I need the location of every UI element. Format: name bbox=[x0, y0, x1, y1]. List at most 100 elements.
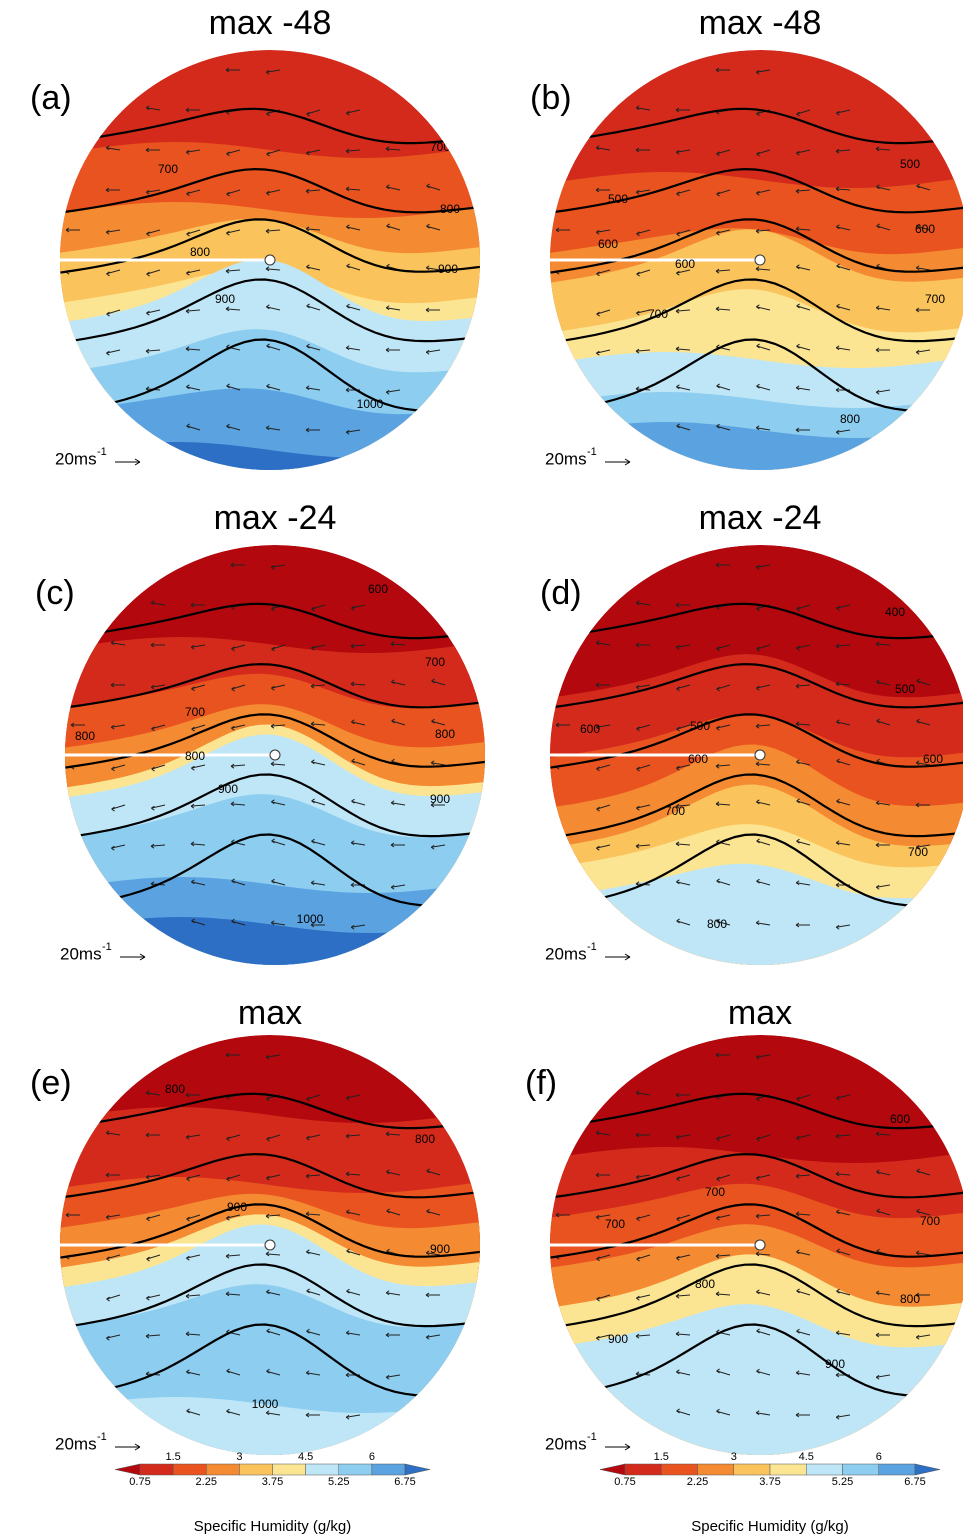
arrow-head bbox=[345, 429, 350, 435]
arrow-head bbox=[346, 110, 350, 116]
wind-arrow bbox=[226, 1254, 241, 1257]
arrow-head bbox=[186, 1408, 190, 1414]
contour-label: 600 bbox=[580, 722, 600, 736]
wind-arrow bbox=[836, 149, 851, 152]
wind-arrow bbox=[756, 1134, 771, 1140]
arrow-head bbox=[305, 1173, 310, 1179]
arrow-head bbox=[430, 760, 435, 766]
contour-line bbox=[60, 1263, 480, 1330]
arrow-head bbox=[345, 1414, 350, 1420]
arrow-head bbox=[635, 642, 640, 648]
arrow-head bbox=[110, 724, 115, 730]
arrow-head bbox=[675, 803, 680, 809]
wind-arrow bbox=[186, 1410, 201, 1416]
wind-arrow bbox=[311, 800, 326, 806]
wind-arrow bbox=[186, 425, 201, 431]
colorbar-tick-label: 4.5 bbox=[298, 1451, 313, 1463]
wind-arrow bbox=[231, 880, 246, 886]
wind-arrow bbox=[311, 604, 326, 610]
wind-arrow bbox=[636, 1334, 651, 1337]
arrow-head bbox=[150, 684, 155, 690]
wind-arrow bbox=[756, 1054, 771, 1058]
arrow-head bbox=[875, 347, 880, 353]
arrow-head bbox=[306, 1096, 310, 1102]
wind-arrow bbox=[756, 1330, 771, 1336]
arrow-head bbox=[311, 798, 315, 804]
wind-arrow bbox=[266, 149, 281, 155]
contour-label: 900 bbox=[438, 262, 458, 276]
arrow-head bbox=[345, 186, 350, 192]
arrow-head bbox=[306, 1135, 310, 1141]
polar-map: 400 500 500 600 600 600 700 700 800 bbox=[550, 545, 963, 965]
wind-arrow bbox=[226, 189, 241, 195]
arrow-head bbox=[676, 726, 680, 732]
arrow-head bbox=[385, 1131, 390, 1137]
contour-label: 700 bbox=[908, 845, 928, 859]
wind-arrow bbox=[271, 922, 286, 926]
arrow-head bbox=[226, 230, 230, 236]
wind-arrow bbox=[306, 149, 321, 154]
wind-arrow bbox=[431, 762, 446, 766]
wind-arrow bbox=[386, 1133, 401, 1136]
contour-line bbox=[550, 278, 963, 345]
wind-arrow bbox=[426, 185, 441, 191]
arrow-head bbox=[185, 1331, 190, 1337]
humidity-band bbox=[550, 422, 963, 470]
contour-label: 900 bbox=[215, 292, 235, 306]
scale-exponent: -1 bbox=[587, 446, 597, 458]
wind-arrow bbox=[306, 1134, 321, 1139]
colorbar-tick-label: 3.75 bbox=[262, 1476, 283, 1488]
wind-arrow bbox=[186, 149, 201, 153]
wind-arrow bbox=[836, 1250, 851, 1256]
wind-arrow bbox=[836, 1134, 851, 1137]
contour-label: 900 bbox=[608, 1332, 628, 1346]
scale-label: 20ms bbox=[545, 1434, 587, 1453]
arrow-head bbox=[715, 763, 720, 769]
arrow-head bbox=[756, 1328, 760, 1334]
contour-label: 700 bbox=[425, 655, 445, 669]
wind-arrow bbox=[351, 800, 366, 806]
wind-arrow bbox=[191, 764, 206, 769]
arrow-head bbox=[305, 427, 310, 433]
wind-arrow bbox=[916, 225, 931, 231]
arrow-head bbox=[595, 1130, 600, 1136]
colorbar-cell bbox=[878, 1463, 916, 1476]
arrow-head bbox=[835, 681, 840, 687]
wind-arrow bbox=[306, 1251, 321, 1256]
wind-arrow bbox=[386, 1374, 401, 1378]
arrow-head bbox=[756, 151, 760, 157]
arrow-head bbox=[836, 1209, 840, 1215]
arrow-head bbox=[795, 922, 800, 928]
arrow-head bbox=[110, 640, 115, 646]
wind-arrow bbox=[636, 309, 651, 314]
wind-arrow bbox=[271, 880, 286, 886]
arrow-head bbox=[676, 1408, 680, 1414]
arrow-head bbox=[190, 803, 195, 809]
arrow-head bbox=[190, 644, 195, 650]
arrow-head bbox=[875, 1290, 880, 1296]
arrow-head bbox=[385, 389, 390, 395]
contour-label: 800 bbox=[165, 1082, 185, 1096]
wind-arrow bbox=[796, 149, 811, 154]
arrow-head bbox=[795, 721, 800, 727]
wind-arrow bbox=[346, 1211, 361, 1216]
arrow-head bbox=[835, 1330, 840, 1336]
arrow-head bbox=[265, 425, 270, 431]
arrow-head bbox=[756, 1096, 760, 1102]
wind-arrow bbox=[636, 684, 651, 688]
arrow-head bbox=[756, 1368, 760, 1374]
wind-arrow bbox=[186, 1134, 201, 1138]
wind-arrow bbox=[146, 1214, 161, 1220]
arrow-head bbox=[596, 845, 600, 851]
wind-arrow bbox=[596, 229, 611, 233]
arrow-head bbox=[676, 1369, 680, 1375]
wind-arrow bbox=[191, 684, 206, 690]
arrow-head bbox=[185, 107, 190, 113]
arrow-head bbox=[386, 1169, 390, 1175]
colorbar-end bbox=[599, 1463, 626, 1476]
wind-arrow bbox=[636, 107, 651, 111]
wind-arrow bbox=[596, 724, 611, 728]
wind-arrow bbox=[716, 425, 731, 431]
arrow-head bbox=[716, 230, 720, 236]
wind-arrow bbox=[186, 269, 201, 274]
